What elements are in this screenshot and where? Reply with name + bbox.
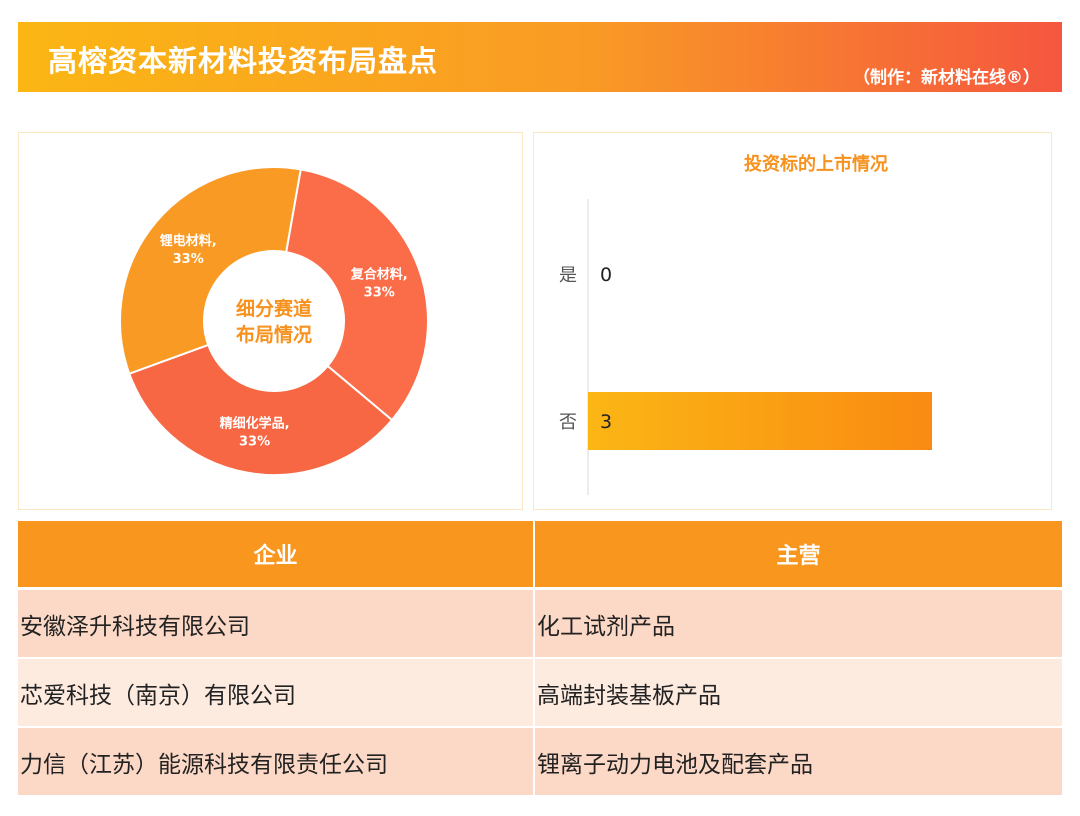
bar-value-label: 3 [600, 411, 612, 433]
business-cell: 高端封装基板产品 [534, 658, 1062, 728]
donut-chart-panel: 复合材料, 33% 精细化学品, 33% 锂电材料, 33% 细分赛道布局情况 [18, 132, 523, 510]
table-header-row: 企业 主营 [18, 521, 1062, 590]
credit-text: （制作：新材料在线®） [853, 68, 1040, 88]
donut-slice [119, 166, 302, 375]
table-row: 力信（江苏）能源科技有限责任公司 锂离子动力电池及配套产品 [18, 727, 1062, 797]
company-cell: 力信（江苏）能源科技有限责任公司 [18, 727, 535, 797]
header-company: 企业 [18, 521, 535, 590]
donut-center-label: 布局情况 [236, 323, 312, 346]
donut-slice [128, 343, 394, 476]
page-title: 高榕资本新材料投资布局盘点 [48, 44, 439, 78]
slice-label: 锂电材料, [160, 233, 217, 249]
table-row: 安徽泽升科技有限公司 化工试剂产品 [18, 588, 1062, 659]
header-banner: 高榕资本新材料投资布局盘点 （制作：新材料在线®） [18, 22, 1062, 92]
table-row: 芯爱科技（南京）有限公司 高端封装基板产品 [18, 658, 1062, 728]
slice-value-label: 33% [364, 286, 395, 301]
bar-chart-title: 投资标的上市情况 [744, 153, 888, 175]
category-label: 是 [559, 265, 577, 286]
header-business: 主营 [534, 521, 1062, 590]
company-cell: 芯爱科技（南京）有限公司 [18, 658, 535, 728]
bar-chart-panel: 投资标的上市情况是 0 否 3 [533, 132, 1052, 510]
bar-value-label: 0 [600, 264, 612, 286]
slice-label: 精细化学品, [220, 415, 290, 431]
donut-center-label: 细分赛道 [236, 297, 312, 320]
business-cell: 化工试剂产品 [534, 588, 1062, 659]
donut-slice [284, 168, 429, 422]
slice-value-label: 33% [239, 434, 270, 449]
bar [588, 392, 932, 450]
company-cell: 安徽泽升科技有限公司 [18, 588, 535, 659]
company-table: 企业 主营 安徽泽升科技有限公司 化工试剂产品 芯爱科技（南京）有限公司 高端封… [18, 521, 1062, 797]
category-label: 否 [559, 412, 577, 433]
business-cell: 锂离子动力电池及配套产品 [534, 727, 1062, 797]
slice-label: 复合材料, [350, 267, 408, 283]
slice-value-label: 33% [173, 252, 204, 267]
